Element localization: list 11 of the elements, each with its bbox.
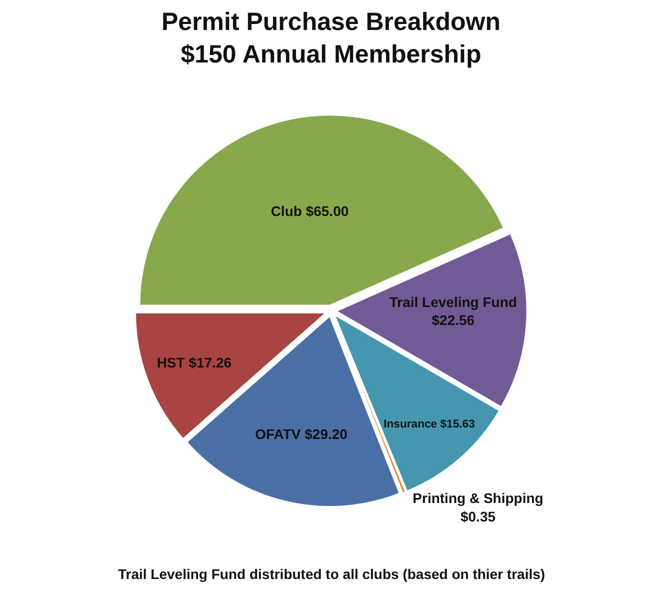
text: Trail Leveling Fund distributed to all clubs (based on thier trails) (118, 566, 546, 582)
slice-label: Club $65.00 (270, 203, 349, 220)
slice-label: HST $17.26 (156, 354, 232, 371)
data-label: $0.35 (460, 508, 496, 524)
data-label: $22.56 (432, 312, 475, 328)
slice-label: Printing & Shipping (412, 490, 544, 506)
chart-subtitle: $150 Annual Membership (180, 40, 482, 68)
slice-label: OFATV $29.20 (255, 426, 348, 442)
chart-title: Permit Purchase Breakdown (161, 8, 501, 36)
slice-label: Insurance $15.63 (384, 418, 475, 431)
slice-label: Trail Leveling Fund (389, 294, 517, 310)
